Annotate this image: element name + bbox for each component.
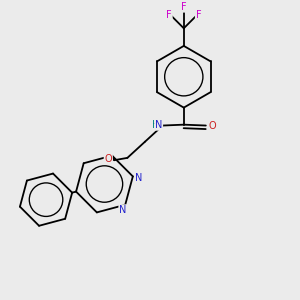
Text: O: O xyxy=(208,121,216,130)
Text: F: F xyxy=(196,10,201,20)
Text: H: H xyxy=(152,120,159,130)
Text: N: N xyxy=(135,173,142,183)
Text: N: N xyxy=(119,205,127,215)
Text: F: F xyxy=(166,10,172,20)
Text: F: F xyxy=(181,2,187,12)
Text: N: N xyxy=(155,120,162,130)
Text: O: O xyxy=(104,154,112,164)
